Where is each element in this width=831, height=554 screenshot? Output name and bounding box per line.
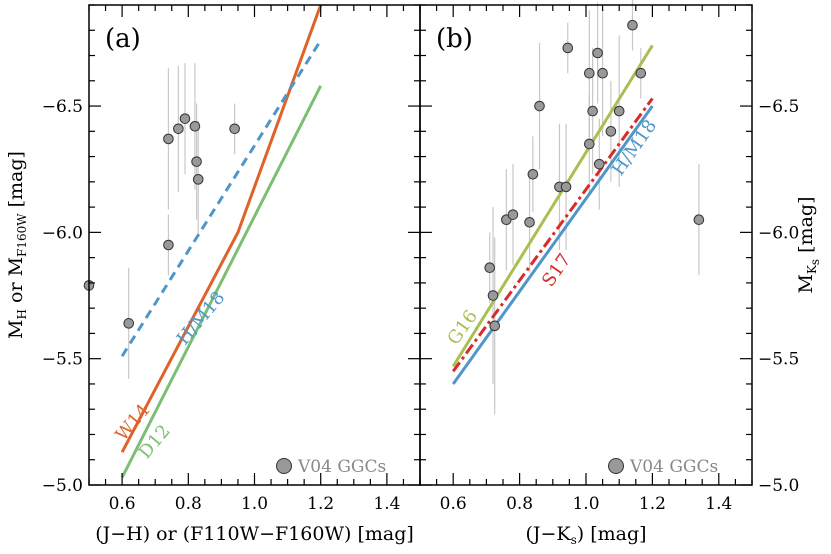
y-axis-label-end: [mag]: [5, 151, 27, 213]
data-point: [123, 318, 135, 329]
y-axis-label-sub2: s: [808, 259, 822, 265]
data-point: [484, 262, 496, 274]
y-axis-label-sub2: F160W: [15, 213, 29, 257]
legend-marker: [608, 458, 624, 474]
fit-line-s17: [451, 97, 654, 373]
data-point: [560, 181, 572, 193]
y-axis-label-sub: K: [805, 264, 819, 274]
fit-label-hm18: H/M18: [173, 287, 230, 349]
data-point: [587, 105, 598, 117]
x-tick-label: 1.2: [639, 494, 666, 514]
data-point: [534, 100, 545, 112]
data-point: [693, 214, 705, 226]
data-point: [527, 168, 539, 180]
y-tick-label: −5.0: [758, 476, 799, 496]
y-axis-label-main: M: [5, 320, 27, 339]
data-point: [173, 123, 184, 135]
x-tick-label: 0.8: [175, 494, 202, 514]
data-point: [524, 216, 535, 228]
fit-line-d12: [120, 85, 323, 479]
data-point: [584, 67, 595, 79]
y-axis-label-end: [mag]: [795, 197, 817, 259]
y-tick-label: −6.0: [42, 223, 83, 243]
data-point: [597, 67, 608, 79]
y-tick-label: −6.5: [758, 97, 799, 117]
data-point: [635, 67, 647, 79]
data-point: [489, 320, 501, 332]
legend-marker: [276, 458, 292, 474]
y-tick-label: −5.5: [42, 350, 83, 370]
x-axis-label-end: ) [mag]: [577, 523, 647, 545]
panel-tag: (a): [105, 24, 141, 54]
data-point: [163, 239, 174, 251]
data-point: [192, 174, 204, 185]
fit-line-w14: [120, 4, 323, 453]
x-axis-label: (J−Ks) [mag]: [525, 523, 646, 547]
data-point: [487, 290, 499, 301]
x-axis-label: (J−H) or (F110W−F160W) [mag]: [95, 523, 414, 545]
y-axis-label-mid: or M: [5, 257, 27, 309]
y-tick-label: −5.5: [758, 350, 799, 370]
data-point: [584, 138, 595, 150]
x-tick-label: 1.2: [307, 494, 334, 514]
data-point: [179, 113, 191, 124]
data-point: [229, 123, 240, 135]
y-axis-label-main: M: [795, 274, 817, 293]
data-point: [163, 133, 174, 145]
fit-line-hm18: [120, 39, 322, 357]
x-axis-label-sub: s: [571, 533, 577, 547]
y-axis-label: MKs [mag]: [795, 197, 822, 294]
x-tick-label: 0.8: [506, 494, 533, 514]
panel-tag: (b): [436, 24, 473, 54]
legend-label: V04 GGCs: [629, 457, 718, 477]
data-point: [191, 156, 202, 167]
data-point: [613, 105, 625, 117]
data-point: [593, 158, 605, 170]
x-tick-label: 1.4: [373, 494, 400, 514]
y-axis-label: MH or MF160W [mag]: [5, 151, 29, 339]
x-tick-label: 0.6: [109, 494, 136, 514]
x-axis-label-main: (J−K: [525, 523, 571, 545]
y-tick-label: −6.0: [758, 223, 799, 243]
y-tick-label: −5.0: [42, 476, 83, 496]
x-tick-label: 1.0: [241, 494, 268, 514]
y-axis-label-sub: H: [15, 309, 29, 319]
data-point: [507, 209, 519, 220]
data-point: [562, 42, 574, 54]
y-tick-label: −6.5: [42, 97, 83, 117]
fit-line-hm18: [451, 105, 654, 385]
fit-label-hm18: H/M18: [608, 116, 661, 180]
fit-line-g16: [451, 44, 654, 368]
x-tick-label: 0.6: [440, 494, 467, 514]
x-tick-label: 1.4: [705, 494, 732, 514]
data-point: [592, 47, 603, 59]
x-tick-label: 1.0: [572, 494, 599, 514]
data-point: [189, 120, 201, 132]
data-point: [627, 19, 638, 31]
legend-label: V04 GGCs: [297, 457, 386, 477]
data-point: [605, 126, 617, 137]
